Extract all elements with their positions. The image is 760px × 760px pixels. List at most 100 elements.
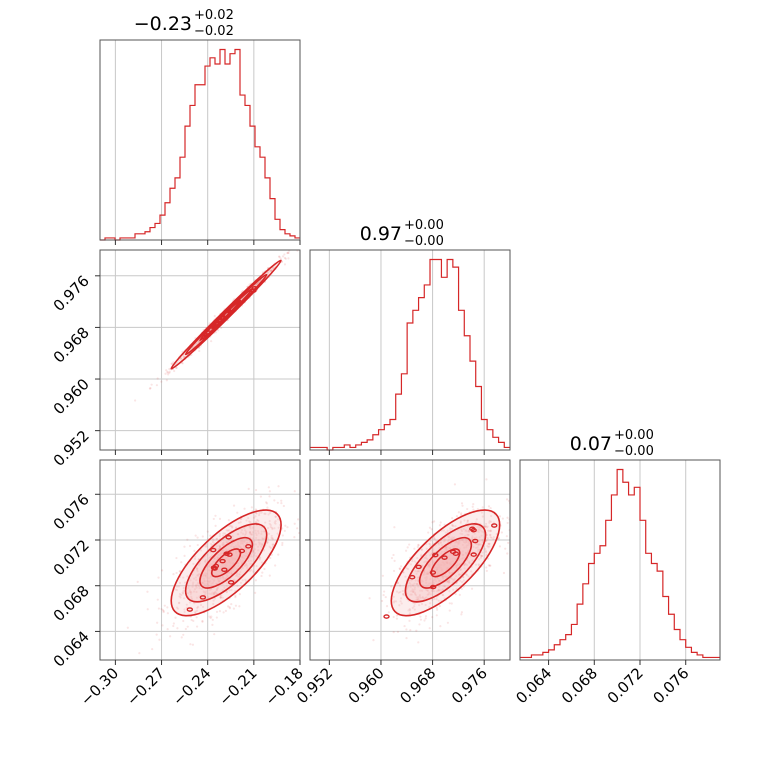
scatter-point (517, 519, 519, 521)
scatter-point (204, 572, 207, 575)
scatter-point (179, 570, 182, 573)
scatter-point (279, 257, 282, 260)
scatter-point (408, 619, 411, 622)
scatter-point (213, 557, 216, 560)
scatter-point (476, 508, 479, 511)
scatter-point (415, 582, 418, 586)
scatter-point (178, 601, 181, 604)
scatter-point (438, 604, 441, 608)
scatter-point (191, 573, 194, 576)
scatter-point (452, 588, 455, 591)
scatter-point (448, 609, 451, 612)
scatter-point (468, 540, 471, 543)
scatter-point (186, 575, 189, 578)
scatter-point (453, 483, 457, 486)
scatter-point (414, 570, 417, 573)
scatter-point (457, 511, 460, 514)
scatter-point (251, 550, 254, 554)
scatter-point (239, 540, 243, 543)
scatter-point (458, 547, 461, 550)
scatter-point (193, 602, 196, 605)
scatter-point (443, 585, 447, 588)
scatter-point (237, 533, 240, 536)
scatter-point (398, 567, 402, 571)
scatter-point (223, 532, 227, 535)
scatter-point (427, 565, 430, 568)
scatter-point (239, 518, 242, 521)
scatter-point (236, 533, 239, 536)
scatter-point (188, 589, 191, 592)
scatter-point (178, 595, 181, 598)
scatter-point (478, 564, 481, 567)
scatter-point (248, 525, 251, 528)
scatter-point (192, 581, 195, 584)
scatter-point (221, 575, 225, 579)
scatter-point (271, 527, 274, 531)
scatter-point (138, 652, 141, 655)
scatter-point (451, 517, 454, 520)
scatter-point (201, 574, 205, 577)
scatter-point (175, 588, 179, 592)
scatter-point (449, 529, 452, 532)
scatter-point (271, 543, 274, 546)
scatter-point (207, 583, 210, 586)
scatter-point (244, 532, 247, 535)
scatter-point (239, 570, 242, 574)
contour-blob (210, 547, 217, 553)
scatter-point (202, 573, 206, 576)
scatter-point (212, 538, 215, 542)
scatter-point (258, 543, 261, 546)
scatter-point (420, 553, 423, 556)
panel-frame (99, 459, 301, 661)
scatter-point (501, 517, 504, 520)
scatter-point (287, 257, 290, 260)
scatter-point (244, 554, 247, 558)
scatter-point (449, 572, 452, 575)
scatter-point (481, 551, 484, 554)
scatter-point (210, 615, 213, 618)
scatter-point (221, 589, 224, 592)
scatter-point (182, 355, 186, 358)
scatter-point (425, 588, 428, 591)
scatter-point (216, 587, 219, 590)
scatter-point (485, 539, 488, 542)
scatter-point (504, 547, 507, 550)
scatter-point (414, 594, 417, 597)
scatter-point (251, 549, 255, 553)
contour-blob (226, 552, 233, 557)
scatter-point (457, 540, 460, 544)
scatter-point (215, 555, 218, 558)
scatter-point (172, 624, 175, 628)
scatter-point (443, 538, 446, 541)
scatter-point (426, 589, 429, 592)
scatter-point (250, 552, 254, 555)
scatter-point (401, 589, 404, 593)
scatter-point (426, 584, 429, 587)
scatter-point (455, 515, 459, 518)
scatter-point (411, 588, 414, 591)
scatter-point (266, 506, 269, 509)
scatter-point (237, 564, 240, 568)
scatter-point (191, 643, 195, 646)
scatter-point (228, 571, 231, 574)
scatter-point (222, 549, 225, 552)
scatter-point (184, 581, 187, 584)
scatter-point (225, 541, 228, 545)
scatter-point (415, 629, 418, 632)
scatter-point (163, 604, 166, 607)
scatter-point (455, 545, 459, 548)
scatter-point (196, 582, 199, 585)
scatter-point (201, 535, 204, 538)
scatter-point (423, 571, 426, 574)
scatter-point (178, 570, 181, 573)
scatter-point (268, 522, 271, 525)
scatter-point (228, 529, 231, 532)
title-minus: −0.00 (614, 444, 654, 459)
scatter-point (196, 574, 200, 577)
scatter-point (196, 536, 199, 539)
scatter-point (451, 523, 454, 526)
scatter-point (460, 528, 463, 531)
scatter-point (426, 572, 429, 575)
scatter-point (460, 502, 464, 505)
scatter-point (222, 541, 225, 544)
